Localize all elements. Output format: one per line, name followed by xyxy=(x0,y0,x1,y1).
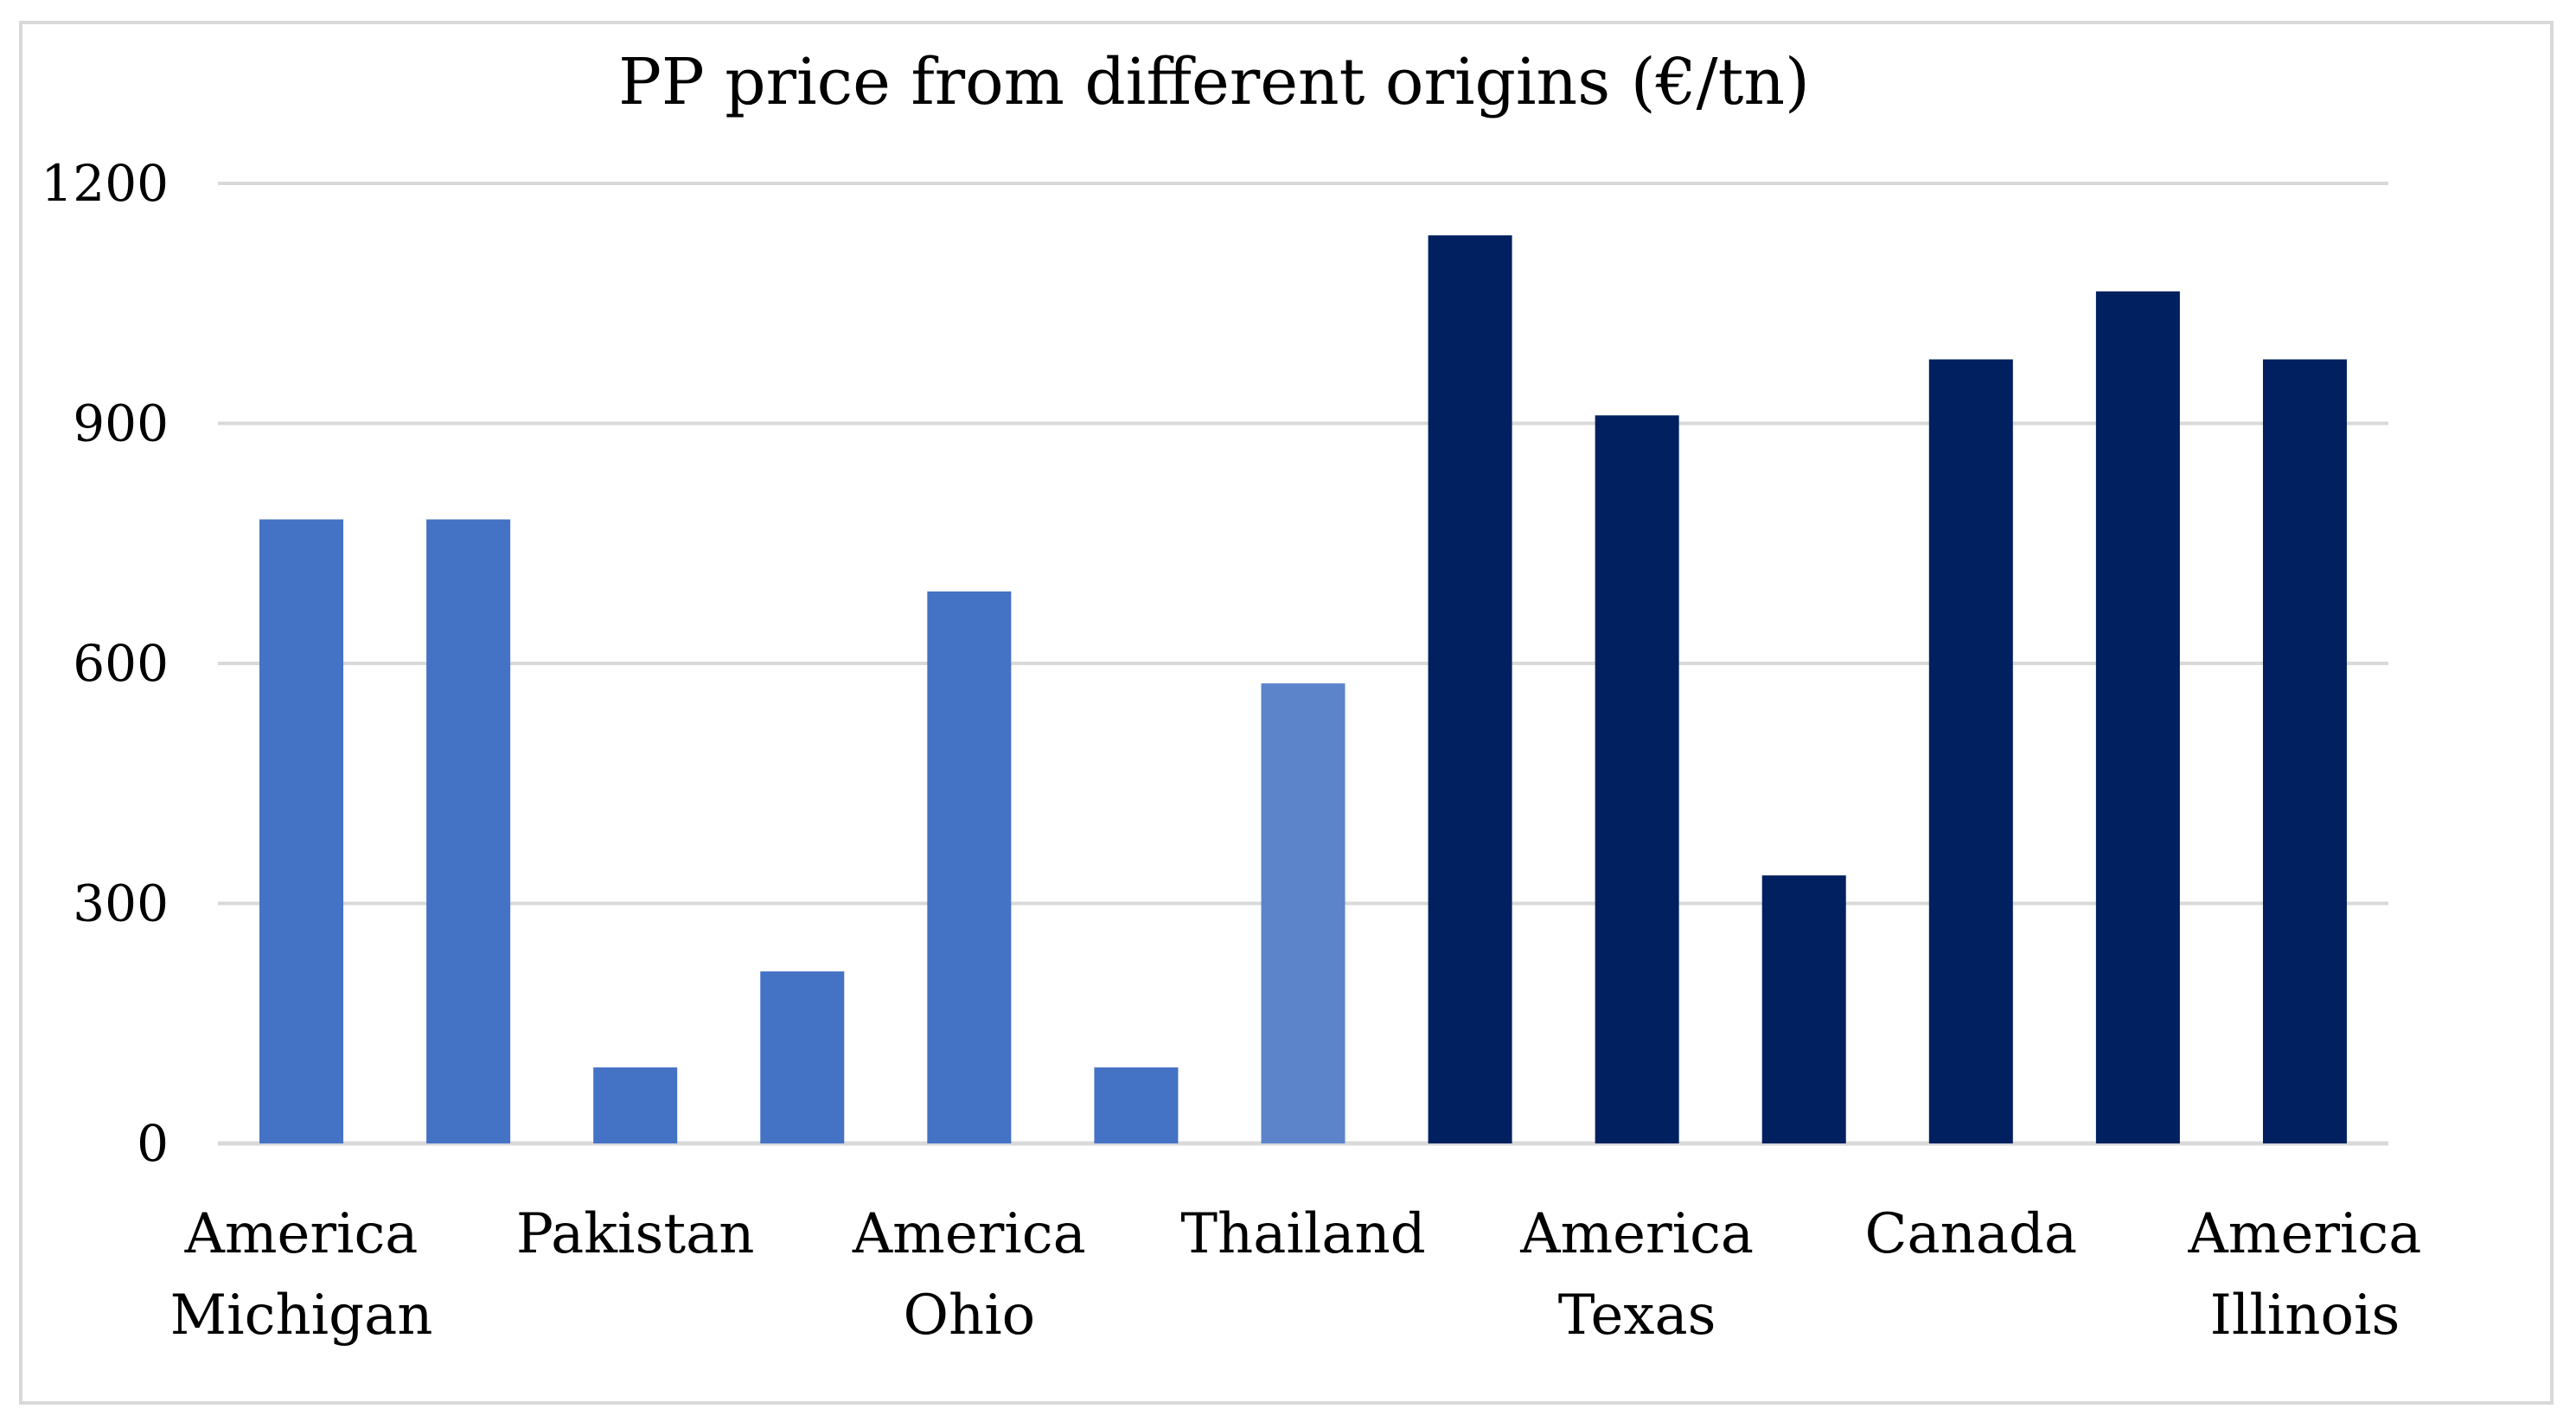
x-category-label: Pakistan xyxy=(516,1202,755,1266)
x-category-label-line: Texas xyxy=(1558,1284,1716,1348)
bar xyxy=(426,519,511,1143)
bar xyxy=(1428,235,1512,1143)
x-category-label-line: America xyxy=(184,1202,419,1266)
bar xyxy=(1595,415,1679,1143)
x-category-label-line: Michigan xyxy=(170,1284,433,1348)
x-category-label-line: Illinois xyxy=(2210,1284,2400,1348)
bar xyxy=(760,971,845,1143)
x-category-label: America Illinois xyxy=(2188,1202,2422,1348)
bars xyxy=(259,235,2347,1143)
bar xyxy=(1761,875,1846,1143)
x-axis-labels: America Michigan Pakistan America Ohio Thaila… xyxy=(170,1202,2422,1348)
bar xyxy=(1928,359,2013,1143)
bar xyxy=(593,1067,678,1143)
x-category-label-line: America xyxy=(1519,1202,1754,1266)
bar xyxy=(2262,359,2347,1143)
x-category-label: Thailand xyxy=(1180,1202,1425,1266)
bar xyxy=(259,519,344,1143)
x-category-label: America Ohio xyxy=(852,1202,1086,1348)
x-category-label-line: Thailand xyxy=(1180,1202,1425,1266)
y-tick-label: 0 xyxy=(137,1114,169,1173)
x-category-label: Canada xyxy=(1864,1202,2077,1266)
bar xyxy=(1094,1067,1179,1143)
chart-frame xyxy=(19,21,2554,1405)
x-category-label: America Texas xyxy=(1519,1202,1754,1348)
y-tick-label: 300 xyxy=(73,874,169,933)
x-category-label-line: America xyxy=(2188,1202,2422,1266)
y-tick-label: 600 xyxy=(73,634,169,693)
x-category-label-line: America xyxy=(852,1202,1086,1266)
y-axis-ticks: 0 300 600 900 1200 xyxy=(41,154,169,1173)
x-category-label-line: Pakistan xyxy=(516,1202,755,1266)
bar xyxy=(2095,291,2180,1143)
y-tick-label: 1200 xyxy=(41,154,169,213)
y-tick-label: 900 xyxy=(73,394,169,453)
x-category-label-line: Canada xyxy=(1864,1202,2077,1266)
bar xyxy=(1261,683,1346,1143)
bar xyxy=(927,591,1012,1143)
x-category-label: America Michigan xyxy=(170,1202,433,1348)
x-category-label-line: Ohio xyxy=(904,1284,1036,1348)
chart-title: PP price from different origins (€/tn) xyxy=(618,45,1810,119)
